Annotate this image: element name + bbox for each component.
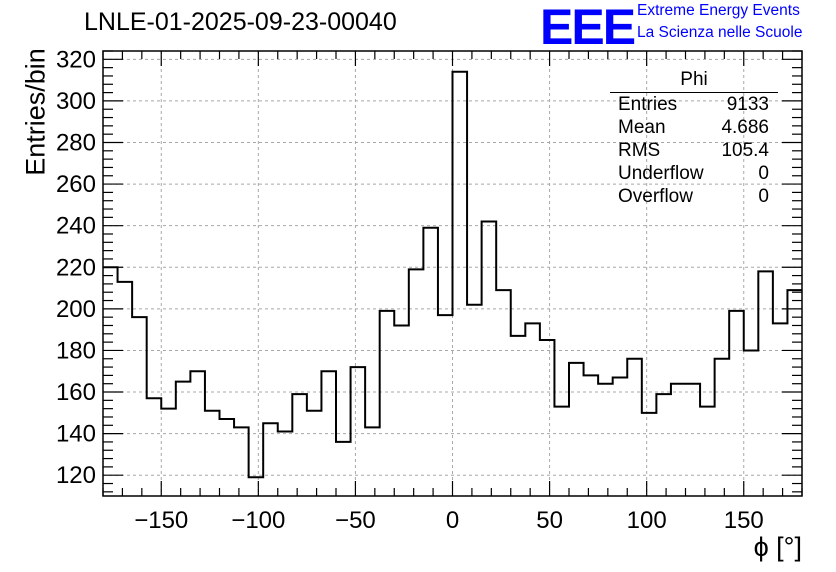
eee-logo: EEE — [540, 0, 636, 55]
histogram-bin — [307, 411, 322, 496]
histogram-bin — [554, 407, 569, 496]
histogram-bin — [773, 323, 788, 496]
stats-label: Underflow — [618, 163, 704, 184]
histogram-bin — [467, 305, 482, 496]
histogram-bin — [642, 413, 657, 496]
histogram-bin — [569, 363, 584, 496]
y-tick-label: 260 — [56, 171, 96, 198]
histogram-outline — [103, 70, 802, 479]
histogram-bin — [278, 432, 293, 496]
histogram-bin — [118, 282, 133, 496]
histogram-bin — [613, 377, 628, 496]
histogram-bin — [758, 271, 773, 496]
histogram-bin — [263, 423, 278, 496]
stats-row-rms: RMS 105.4 — [610, 139, 778, 162]
histogram-bin — [540, 340, 555, 496]
histogram-bin — [671, 384, 686, 496]
y-tick-label: 320 — [56, 46, 96, 73]
histogram-bin — [729, 311, 744, 496]
stats-label: Overflow — [618, 186, 693, 207]
logo-line-2: La Scienza nelle Scuole — [637, 24, 803, 41]
histogram-bin — [321, 371, 336, 496]
histogram-bin — [103, 267, 118, 496]
y-axis-label: Entries/bin — [20, 48, 51, 176]
histogram-bin — [438, 315, 453, 496]
y-tick-label: 220 — [56, 254, 96, 281]
x-tick-label: −50 — [335, 507, 376, 534]
histogram-bin — [234, 427, 249, 496]
y-tick-label: 240 — [56, 213, 96, 240]
histogram-bin — [176, 382, 191, 496]
y-tick-label: 140 — [56, 421, 96, 448]
histogram-bin — [336, 442, 351, 496]
histogram-bin — [686, 384, 701, 496]
histogram-bin — [292, 394, 307, 496]
histogram-bin — [161, 409, 176, 496]
histogram-bin — [423, 228, 438, 496]
stats-label: RMS — [618, 140, 661, 161]
stats-row-entries: Entries 9133 — [610, 93, 778, 116]
stats-row-mean: Mean 4.686 — [610, 116, 778, 139]
y-tick-label: 300 — [56, 88, 96, 115]
histogram-bin — [409, 269, 424, 496]
stats-row-underflow: Underflow 0 — [610, 162, 778, 185]
histogram-bin — [190, 371, 205, 496]
histogram-bin — [656, 394, 671, 496]
stats-value: 0 — [758, 163, 769, 184]
x-tick-label: −150 — [134, 507, 188, 534]
x-axis-label: ϕ [°] — [753, 532, 802, 562]
histogram-bin — [496, 290, 511, 496]
histogram-bin — [482, 222, 497, 496]
stats-label: Mean — [618, 117, 666, 138]
histogram-bin — [365, 427, 380, 496]
histogram-bin — [744, 350, 759, 496]
histogram-bin — [584, 375, 599, 496]
stats-value: 9133 — [726, 94, 769, 115]
stats-label: Entries — [618, 94, 678, 115]
y-tick-label: 280 — [56, 129, 96, 156]
logo-line-1: Extreme Energy Events — [637, 2, 800, 19]
y-tick-label: 160 — [56, 379, 96, 406]
histogram-bin — [627, 359, 642, 496]
histogram-bin — [700, 407, 715, 496]
stats-row-overflow: Overflow 0 — [610, 185, 778, 208]
stats-box-name: Phi — [610, 68, 778, 93]
histogram-bin — [715, 359, 730, 496]
stats-value: 4.686 — [721, 117, 769, 138]
histogram-bin — [380, 311, 395, 496]
stats-value: 105.4 — [721, 140, 769, 161]
x-tick-label: 150 — [724, 507, 764, 534]
chart-title: LNLE-01-2025-09-23-00040 — [84, 8, 397, 36]
histogram-bin — [132, 317, 147, 496]
x-tick-label: 50 — [536, 507, 563, 534]
histogram-bin — [249, 477, 264, 496]
histogram-bin — [453, 72, 468, 496]
y-tick-label: 200 — [56, 296, 96, 323]
histogram-bin — [351, 367, 366, 496]
stats-value: 0 — [758, 186, 769, 207]
x-tick-label: −100 — [231, 507, 285, 534]
y-tick-label: 120 — [56, 462, 96, 489]
x-tick-label: 100 — [627, 507, 667, 534]
histogram-bin — [525, 323, 540, 496]
x-tick-label: 0 — [446, 507, 459, 534]
y-tick-label: 180 — [56, 337, 96, 364]
stats-box: Phi Entries 9133 Mean 4.686 RMS 105.4 Un… — [610, 68, 778, 208]
histogram-bin — [598, 384, 613, 496]
histogram-bin — [220, 419, 235, 496]
histogram-bin — [394, 325, 409, 496]
histogram-bin — [205, 411, 220, 496]
histogram-bin — [511, 336, 526, 496]
histogram-bin — [787, 290, 802, 496]
histogram-bin — [147, 398, 162, 496]
